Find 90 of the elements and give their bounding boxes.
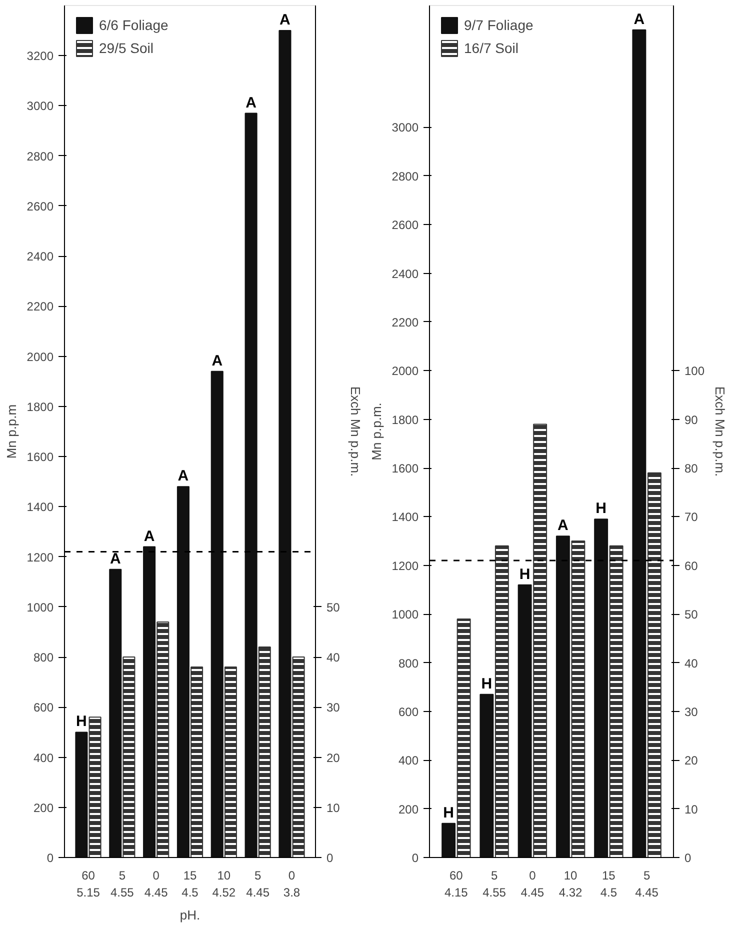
x-tick-label: 5 4.45	[246, 868, 270, 900]
y2-tick-label: 40	[326, 650, 340, 665]
legend-label: 9/7 Foliage	[464, 17, 534, 33]
y-tick-label: 2000	[26, 350, 54, 364]
x-tick-label: 10 4.32	[558, 868, 583, 900]
y-tick-label: 1400	[392, 510, 419, 524]
x-tick-label: 15 4.5	[182, 868, 199, 900]
x-tick-label: 5 4.45	[635, 868, 659, 900]
y-tick-label: 2400	[392, 266, 419, 281]
y-tick-label: 2800	[392, 169, 419, 184]
y2-tick-label: 30	[326, 700, 340, 715]
bar	[278, 30, 292, 858]
y2-tick-label: 20	[684, 754, 698, 768]
x-tick-label: 60 5.15	[76, 868, 100, 900]
y-tick-label: 1600	[392, 462, 419, 476]
y-tick-label: 2600	[392, 218, 419, 232]
data-label: A	[212, 352, 223, 370]
y-tick-label: 800	[398, 656, 419, 670]
data-label: A	[558, 517, 569, 534]
y-tick-label: 2200	[392, 315, 419, 330]
y-tick-label: 200	[33, 800, 54, 815]
y2-tick-label: 30	[684, 704, 698, 719]
y2-axis-title: Exch Mn p.p.m.	[348, 386, 363, 477]
y-tick-label: 2400	[26, 250, 54, 264]
bar	[244, 112, 258, 858]
data-label: A	[246, 94, 257, 112]
x-tick-label: 5 4.55	[482, 868, 506, 900]
y-tick-label: 2800	[26, 149, 54, 164]
data-label: A	[178, 468, 189, 485]
data-label: H	[76, 713, 87, 730]
x-tick-label: 0 4.45	[520, 868, 544, 900]
y-tick-label: 1400	[26, 500, 54, 514]
y-tick-label: 400	[398, 754, 419, 768]
x-tick-label: 15 4.5	[600, 868, 618, 900]
y2-tick-label: 50	[326, 600, 340, 614]
y-axis-title: Mn p.p.m	[4, 404, 19, 459]
y2-tick-label: 10	[326, 800, 340, 815]
y-tick-label: 0	[412, 851, 419, 865]
legend-label: 16/7 Soil	[464, 40, 518, 56]
x-tick-label: 60 4.15	[444, 868, 468, 900]
data-label: A	[634, 10, 645, 28]
y-axis-title: Mn p.p.m.	[368, 402, 384, 460]
y-tick-label: 800	[33, 650, 54, 665]
y-tick-label: 2200	[26, 300, 54, 314]
legend-label: 29/5 Soil	[99, 40, 154, 56]
x-axis-title: pH.	[180, 907, 200, 922]
bar	[442, 822, 456, 858]
y-tick-label: 0	[46, 851, 54, 865]
y-tick-label: 1800	[26, 400, 54, 414]
y-tick-label: 1200	[392, 558, 419, 573]
y2-tick-label: 20	[326, 750, 340, 765]
y-tick-label: 2000	[392, 364, 419, 378]
data-label: H	[443, 804, 454, 822]
bar	[632, 29, 646, 858]
x-tick-label: 0 4.45	[144, 868, 168, 900]
y2-tick-label: 0	[684, 851, 692, 865]
y-tick-label: 1600	[26, 450, 54, 464]
y2-tick-label: 90	[684, 412, 698, 427]
y-tick-label: 1000	[26, 600, 54, 614]
y-tick-label: 3000	[26, 99, 54, 114]
y-tick-label: 3200	[26, 49, 54, 64]
data-label: H	[481, 675, 492, 692]
y-tick-label: 1200	[26, 550, 54, 564]
data-label: A	[280, 12, 291, 29]
y2-tick-label: 100	[684, 364, 705, 378]
y2-axis-title: Exch Mn p.p.m.	[712, 386, 728, 477]
data-label: A	[144, 528, 155, 545]
y2-tick-label: 80	[684, 462, 698, 476]
y2-tick-label: 0	[326, 851, 334, 865]
y2-tick-label: 70	[684, 510, 698, 524]
y-tick-label: 200	[398, 802, 419, 816]
data-label: H	[519, 566, 530, 583]
y-tick-label: 3000	[392, 120, 419, 135]
y-tick-label: 600	[33, 700, 54, 715]
y-tick-label: 2600	[26, 199, 54, 214]
data-label: A	[110, 550, 121, 568]
x-tick-label: 10 4.52	[212, 868, 236, 900]
y-tick-label: 400	[33, 750, 54, 765]
x-tick-label: 5 4.55	[110, 868, 134, 900]
data-label: H	[596, 500, 606, 518]
y-tick-label: 600	[398, 704, 419, 719]
y2-tick-label: 10	[684, 802, 698, 816]
legend-label: 6/6 Foliage	[99, 17, 168, 33]
x-tick-label: 0 3.8	[283, 868, 300, 900]
y2-tick-label: 60	[684, 558, 698, 573]
bar	[210, 370, 224, 858]
y2-tick-label: 40	[684, 656, 698, 670]
y-tick-label: 1000	[392, 608, 419, 622]
y-tick-label: 1800	[392, 412, 419, 427]
y2-tick-label: 50	[684, 608, 698, 622]
